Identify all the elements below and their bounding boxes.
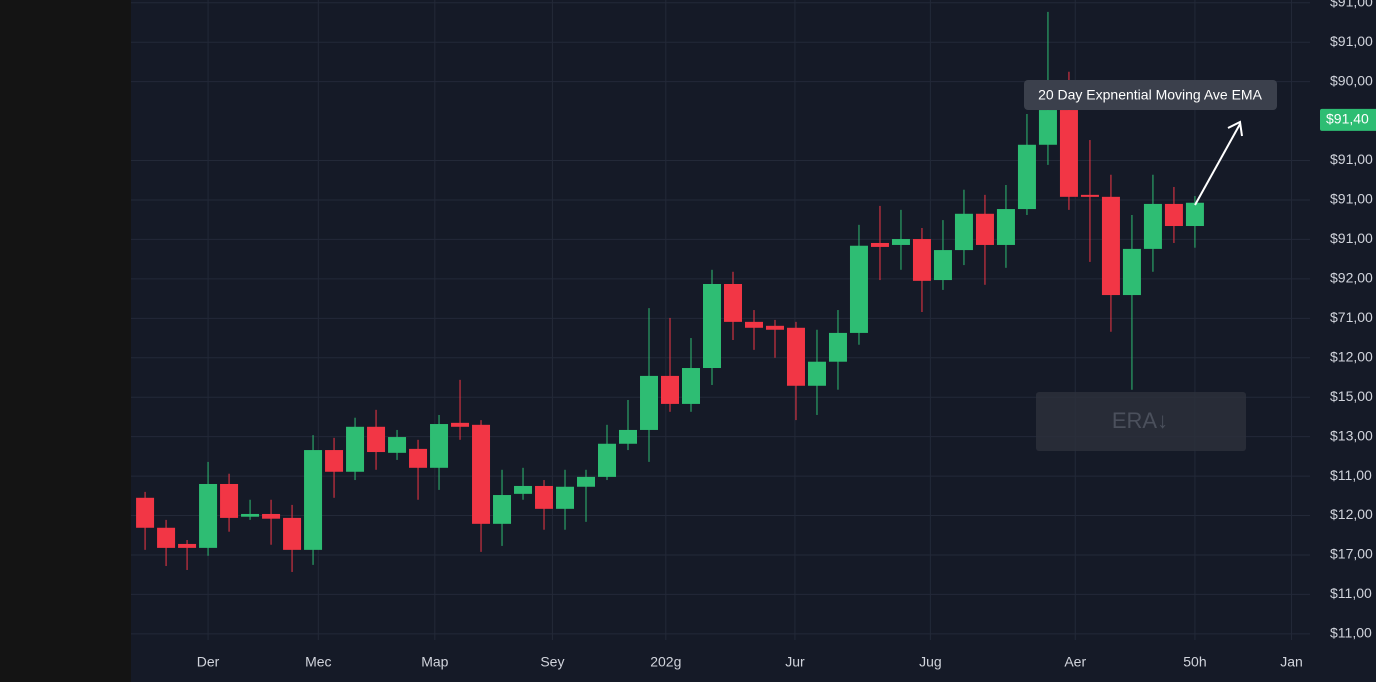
candle-body <box>577 476 596 487</box>
x-tick-label: Sey <box>540 654 564 670</box>
candle-body <box>1038 110 1057 145</box>
candle-body <box>954 213 973 251</box>
arrow-head <box>1227 120 1243 137</box>
candle-body <box>933 250 952 281</box>
y-tick-label: $13,00 <box>1330 427 1373 443</box>
candle-body <box>514 485 533 494</box>
candle-body <box>409 448 428 468</box>
candle-body <box>996 209 1015 245</box>
x-tick-label: Der <box>197 654 220 670</box>
candle-body <box>1143 203 1162 249</box>
y-tick-label: $15,00 <box>1330 388 1373 404</box>
candle-body <box>451 422 470 427</box>
candle-body <box>849 245 868 333</box>
price-tag <box>1320 108 1376 131</box>
candle-body <box>870 242 889 247</box>
candle-body <box>1185 202 1204 227</box>
candle-body <box>661 375 680 404</box>
candle-body <box>1080 194 1099 197</box>
y-tick-label: $11,00 <box>1330 625 1372 641</box>
annotation: 20 Day Expnential Moving Ave EMA <box>1024 80 1277 206</box>
y-tick-label: $91,00 <box>1330 151 1373 167</box>
candle-body <box>1101 196 1120 296</box>
side-panel <box>0 0 131 682</box>
candle-body <box>1017 144 1036 210</box>
x-tick-label: 50h <box>1183 654 1206 670</box>
x-tick-label: 202g <box>650 654 681 670</box>
candle-body <box>493 495 512 524</box>
candle-body <box>598 443 617 477</box>
candle-body <box>241 513 260 517</box>
candle-body <box>556 486 575 509</box>
candle-body <box>1122 248 1141 296</box>
candle-body <box>619 429 638 444</box>
candle-body <box>702 284 721 369</box>
annotation-text: 20 Day Expnential Moving Ave EMA <box>1038 87 1263 103</box>
y-tick-label: $91,00 <box>1330 0 1373 9</box>
candle-body <box>765 325 784 330</box>
y-tick-label: $11,00 <box>1330 585 1372 601</box>
candle-body <box>681 368 700 404</box>
candle-body <box>430 424 449 468</box>
x-tick-label: Jug <box>919 654 942 670</box>
y-tick-label: $92,00 <box>1330 270 1373 286</box>
y-tick-label: $91,00 <box>1330 191 1373 207</box>
y-tick-label: $91,00 <box>1330 33 1373 49</box>
candle-body <box>723 284 742 322</box>
annotation-arrow <box>1194 123 1241 206</box>
candle-body <box>199 483 218 548</box>
candle-body <box>912 239 931 281</box>
candle-body <box>220 483 239 518</box>
candles <box>136 11 1204 572</box>
candle-body <box>744 321 763 328</box>
candle-body <box>304 450 323 550</box>
y-tick-label: $90,00 <box>1330 72 1373 88</box>
x-tick-label: Aer <box>1064 654 1086 670</box>
x-tick-label: Jan <box>1280 654 1303 670</box>
candle-body <box>346 426 365 472</box>
faded-box <box>1036 392 1246 451</box>
candle-body <box>325 450 344 472</box>
x-tick-label: Map <box>421 654 448 670</box>
candle-body <box>367 426 386 453</box>
candle-body <box>828 332 847 362</box>
y-tick-label: $91,00 <box>1330 230 1373 246</box>
candle-body <box>1059 110 1078 197</box>
candle-body <box>157 527 176 548</box>
candle-body <box>283 517 302 550</box>
candle-body <box>807 361 826 386</box>
x-tick-label: Jur <box>785 654 805 670</box>
candle-body <box>975 213 994 245</box>
axis: $91,00 $91,00 $90,00 $91,00 $91,00 $91,00 $92,… <box>197 0 1376 670</box>
y-tick-label: $17,00 <box>1330 546 1373 562</box>
y-tick-label: $71,00 <box>1330 309 1373 325</box>
faded-text: ERA↓ <box>1112 408 1168 433</box>
y-tick-label: $11,00 <box>1330 467 1372 483</box>
candle-body <box>891 239 910 245</box>
candle-body <box>535 485 554 509</box>
candle-body <box>178 543 197 548</box>
candle-body <box>786 327 805 386</box>
x-tick-label: Mec <box>305 654 331 670</box>
candle-body <box>136 497 155 528</box>
faded-label: ERA↓ <box>1036 392 1246 451</box>
candle-body <box>472 424 491 524</box>
candle-body <box>640 375 659 430</box>
price-tag-label: $91,40 <box>1326 111 1369 127</box>
y-tick-label: $12,00 <box>1330 506 1373 522</box>
candle-body <box>262 513 281 519</box>
y-tick-label: $12,00 <box>1330 348 1373 364</box>
candle-body <box>388 437 407 453</box>
annotation-box <box>1024 80 1277 110</box>
candle-body <box>1164 203 1183 227</box>
